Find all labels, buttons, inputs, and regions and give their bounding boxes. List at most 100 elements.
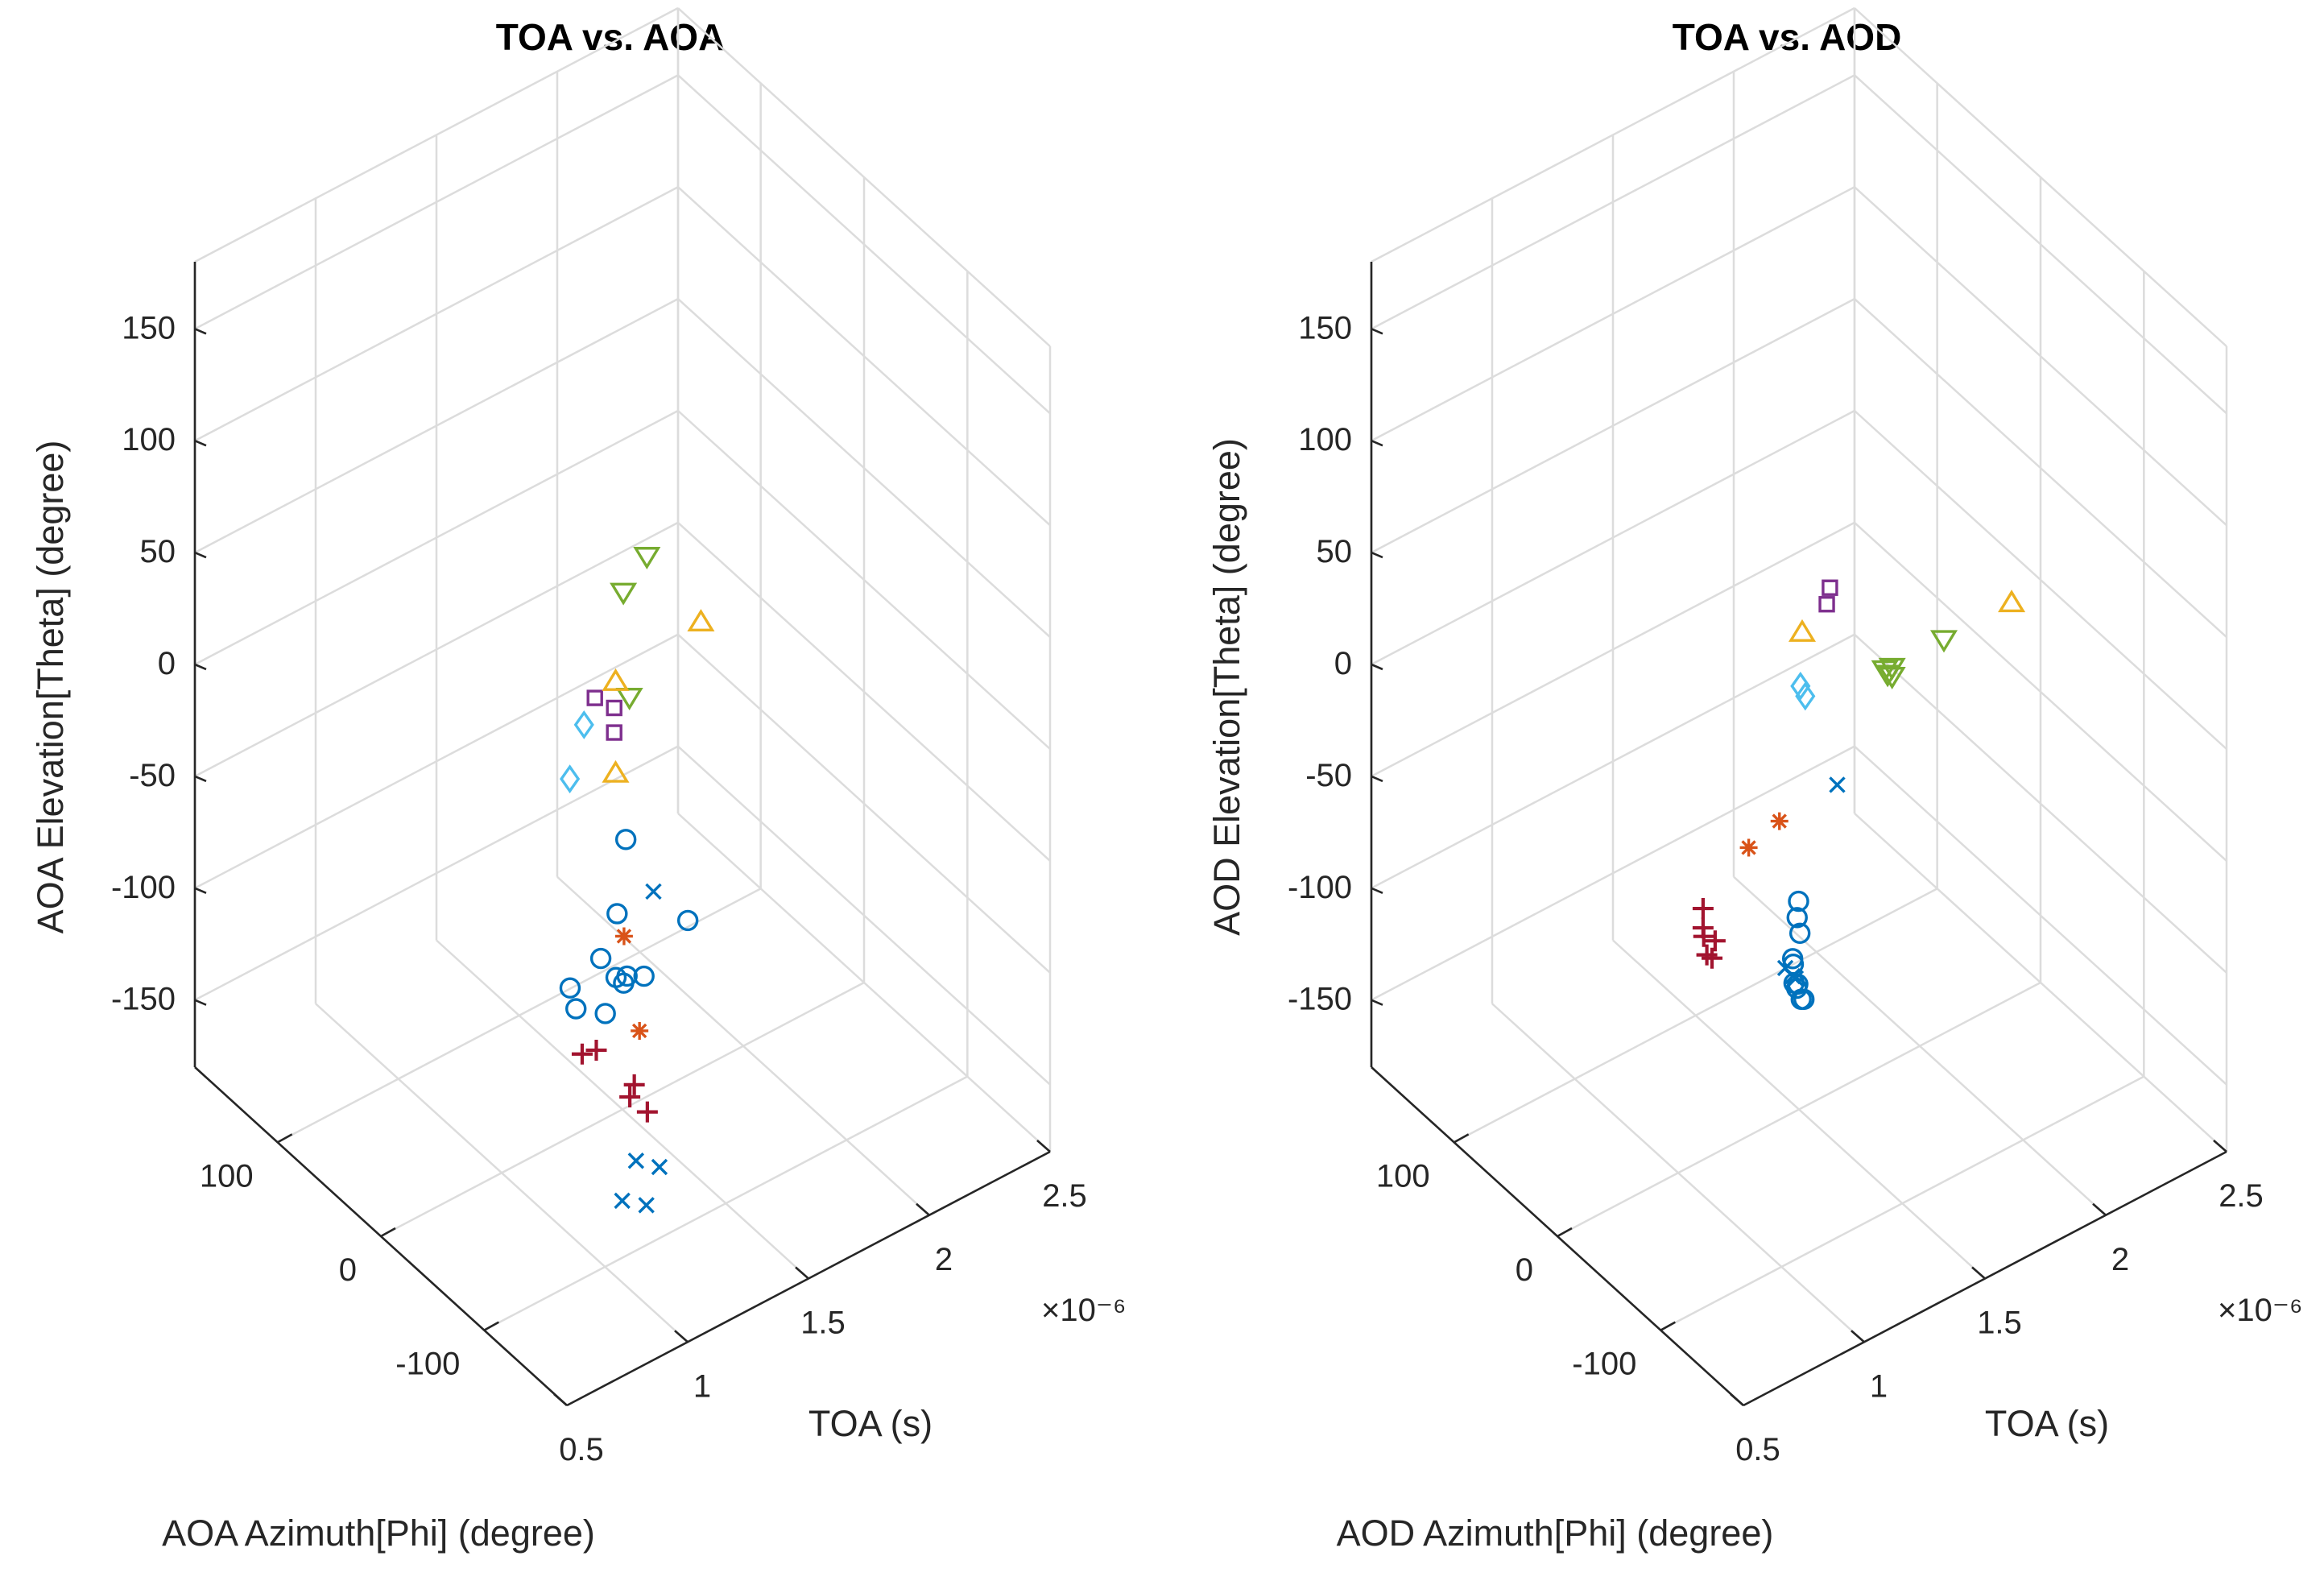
- z-tick-label: 150: [122, 310, 176, 346]
- data-point-plus: [619, 1086, 641, 1108]
- data-point-triangle-down: [610, 582, 638, 606]
- grid-line: [677, 410, 1051, 750]
- data-point-plus: [636, 1101, 658, 1123]
- data-point-square: [586, 689, 603, 706]
- z-tick: [194, 440, 207, 447]
- grid-line: [1371, 521, 1855, 777]
- x-tick: [1454, 1133, 1470, 1144]
- y-axis-label: TOA (s): [808, 1403, 932, 1444]
- chart-title: TOA vs. AOA: [496, 16, 726, 58]
- data-point-circle: [605, 966, 627, 988]
- grid-line: [677, 298, 1051, 639]
- grid-line: [1371, 74, 1855, 330]
- data-point-circle: [1788, 922, 1811, 944]
- grid-line: [1371, 186, 1855, 442]
- data-point-x: [1787, 970, 1805, 987]
- y-tick: [1036, 1140, 1051, 1153]
- z-tick-label: -50: [129, 758, 176, 793]
- x-tick-label: 100: [1376, 1158, 1430, 1194]
- z-tick-label: -50: [1305, 758, 1352, 793]
- data-point-triangle-up: [602, 759, 630, 783]
- data-point-square: [1822, 579, 1838, 596]
- data-point-plus: [1696, 944, 1718, 966]
- z-tick: [1371, 663, 1383, 671]
- grid-line: [194, 298, 679, 554]
- data-point-x: [614, 1192, 631, 1210]
- grid-line: [1371, 409, 1855, 666]
- y-tick: [795, 1266, 809, 1280]
- z-tick: [1371, 775, 1383, 783]
- grid-line: [1491, 1003, 1865, 1343]
- data-point-circle: [616, 965, 638, 987]
- y-tick-label: 2: [2111, 1242, 2129, 1277]
- data-point-plus: [1692, 917, 1714, 939]
- y-tick: [1971, 1266, 1986, 1280]
- x-tick: [277, 1133, 293, 1144]
- data-point-x: [645, 883, 662, 900]
- grid-line: [1733, 875, 2107, 1216]
- data-point-circle: [1786, 907, 1808, 929]
- z-tick-label: 50: [140, 534, 176, 569]
- data-point-star: [614, 927, 633, 946]
- data-point-circle: [1788, 890, 1809, 913]
- grid-line: [194, 633, 679, 889]
- z-tick: [1371, 999, 1383, 1006]
- data-point-plus: [623, 1074, 645, 1095]
- grid-line: [1371, 6, 1855, 263]
- grid-line: [194, 745, 679, 1001]
- data-point-circle: [606, 903, 628, 925]
- z-tick-label: -100: [111, 870, 176, 905]
- y-tick: [2213, 1140, 2227, 1153]
- grid-line: [194, 186, 679, 442]
- data-point-triangle-down: [1929, 630, 1958, 653]
- x-tick-label: 0: [339, 1252, 357, 1288]
- z-axis-label: AOD Elevation[Theta] (degree): [1206, 438, 1247, 936]
- y-tick-label: 1.5: [1977, 1306, 2022, 1341]
- grid-line: [1854, 745, 2227, 1086]
- grid-line: [1371, 633, 1855, 889]
- y-tick-label: 0.5: [1735, 1432, 1780, 1467]
- grid-line: [1612, 939, 1986, 1280]
- z-tick-label: 0: [158, 646, 176, 681]
- data-point-circle: [594, 1003, 616, 1024]
- grid-line: [1854, 74, 2227, 415]
- z-tick-label: -100: [1288, 870, 1352, 905]
- y-tick-label: 1: [1870, 1368, 1888, 1404]
- z-tick-label: -150: [111, 982, 176, 1017]
- grid-line: [194, 409, 679, 666]
- x-tick: [380, 1227, 396, 1238]
- grid-line: [436, 939, 809, 1280]
- z-tick: [1371, 328, 1383, 335]
- y-axis-label: TOA (s): [1985, 1403, 2109, 1444]
- data-point-diamond: [573, 710, 594, 739]
- data-point-star: [1739, 838, 1758, 857]
- y-tick-label: 0.5: [559, 1432, 604, 1467]
- data-point-plus: [1702, 947, 1723, 969]
- subplot-toa-vs-aoa: TOA vs. AOA 150 100 50 0 -50 -100 -150 100 0 -100…: [30, 6, 1126, 1554]
- y-exponent-label: ×10⁻⁶: [1041, 1293, 1126, 1328]
- y-tick: [1730, 1393, 1744, 1406]
- x-tick: [1557, 1227, 1573, 1238]
- data-point-plus: [1704, 930, 1726, 952]
- data-point-square: [1818, 596, 1835, 613]
- grid-line: [677, 633, 1051, 974]
- grid-line: [1371, 745, 1855, 1001]
- data-point-plus: [571, 1043, 593, 1065]
- data-point-circle: [614, 829, 637, 850]
- data-point-x: [1829, 776, 1846, 793]
- x-axis-label: AOA Azimuth[Phi] (degree): [162, 1513, 595, 1554]
- y-tick-label: 2.5: [2219, 1178, 2264, 1214]
- data-point-triangle-up: [1788, 619, 1817, 642]
- grid-line: [1854, 186, 2227, 527]
- x-tick: [483, 1321, 499, 1331]
- x-axis-label: AOD Azimuth[Phi] (degree): [1337, 1513, 1774, 1554]
- grid-line: [677, 813, 1051, 1153]
- grid-line: [677, 7, 1051, 347]
- z-tick-label: 100: [122, 422, 176, 457]
- grid-line: [677, 74, 1051, 415]
- x-tick-label: -100: [1572, 1347, 1636, 1382]
- data-point-circle: [1781, 948, 1804, 970]
- grid-line: [1854, 410, 2227, 750]
- z-tick-label: 50: [1317, 534, 1353, 569]
- grid-line: [1371, 298, 1855, 554]
